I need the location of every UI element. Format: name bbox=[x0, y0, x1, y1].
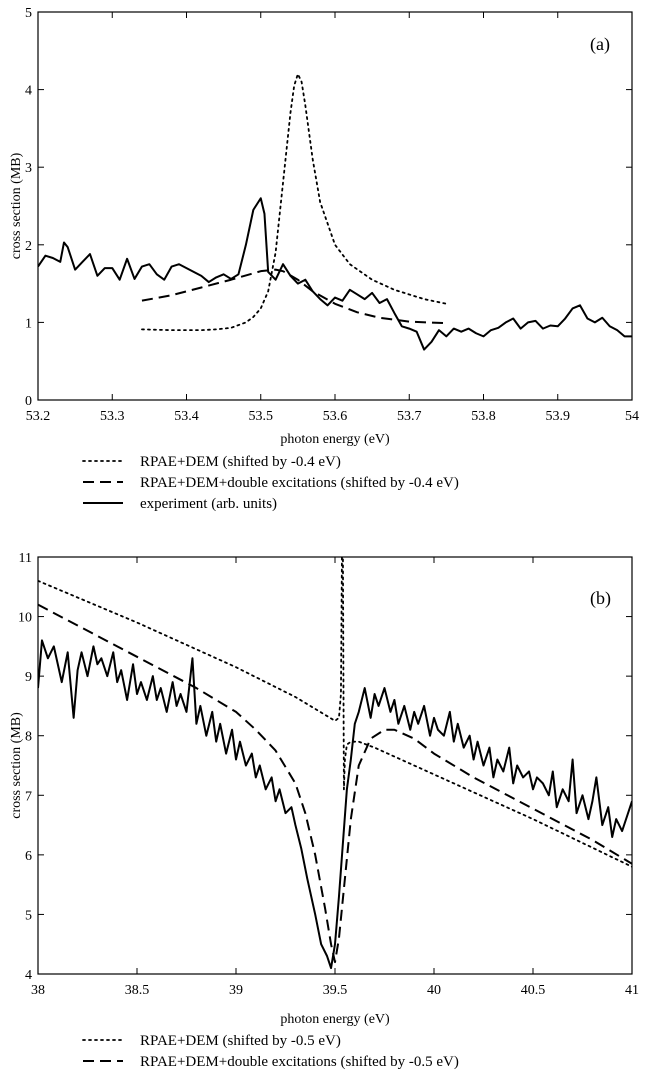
x-tick-label: 53.4 bbox=[174, 409, 199, 424]
series-line-dashed bbox=[38, 603, 632, 964]
x-tick-label: 53.9 bbox=[546, 409, 571, 424]
legend-label: RPAE+DEM+double excitations (shifted by … bbox=[140, 475, 459, 491]
series-line-solid bbox=[38, 197, 632, 351]
legend-label: RPAE+DEM (shifted by -0.4 eV) bbox=[140, 454, 341, 470]
y-tick-label: 0 bbox=[25, 394, 32, 409]
plot-frame bbox=[37, 11, 633, 401]
x-tick-label: 53.5 bbox=[249, 409, 274, 424]
y-tick-label: 9 bbox=[25, 670, 32, 685]
legend-label: RPAE+DEM+double excitations (shifted by … bbox=[140, 1054, 459, 1070]
series-line-solid bbox=[38, 639, 632, 970]
x-tick-label: 53.2 bbox=[26, 409, 51, 424]
y-tick-label: 10 bbox=[18, 611, 32, 626]
y-tick-label: 6 bbox=[25, 849, 32, 864]
x-tick-label: 53.3 bbox=[100, 409, 125, 424]
panel-a: 53.2 53.3 53.4 53.5 53.6 53.7 53.8 53.9 54 0 1 2 3 4 5… bbox=[9, 6, 639, 512]
y-tick-label: 2 bbox=[25, 239, 32, 254]
y-tick-label: 1 bbox=[25, 316, 32, 331]
x-axis-label: photon energy (eV) bbox=[280, 1012, 390, 1027]
plot-frame bbox=[37, 556, 633, 975]
y-tick-label: 8 bbox=[25, 730, 32, 745]
x-tick-label: 40 bbox=[427, 983, 441, 998]
x-tick-label: 39.5 bbox=[323, 983, 348, 998]
legend-label: RPAE+DEM (shifted by -0.5 eV) bbox=[140, 1033, 341, 1049]
series-line-dashed bbox=[141, 268, 447, 325]
x-tick-label: 38 bbox=[31, 983, 45, 998]
y-axis-label: cross section (MB) bbox=[9, 152, 24, 259]
legend-label: experiment (arb. units) bbox=[140, 496, 277, 512]
x-axis-label: photon energy (eV) bbox=[280, 432, 390, 447]
x-tick-label: 38.5 bbox=[125, 983, 150, 998]
x-tick-label: 53.6 bbox=[323, 409, 348, 424]
panel-label: (b) bbox=[590, 588, 611, 609]
series-line-dotted bbox=[38, 557, 632, 868]
panel-b: 38 38.5 39 39.5 40 40.5 41 4 5 6 7 8 9 10 11 photon ene… bbox=[9, 551, 639, 1077]
x-tick-label: 41 bbox=[625, 983, 639, 998]
y-tick-label: 3 bbox=[25, 161, 32, 176]
y-tick-label: 5 bbox=[25, 6, 32, 21]
x-tick-label: 54 bbox=[625, 409, 639, 424]
x-tick-label: 40.5 bbox=[521, 983, 546, 998]
y-tick-label: 4 bbox=[25, 968, 32, 983]
y-tick-label: 4 bbox=[25, 84, 32, 99]
series-line-dotted bbox=[141, 73, 448, 332]
y-tick-label: 5 bbox=[25, 908, 32, 923]
y-tick-label: 11 bbox=[19, 551, 32, 566]
x-tick-label: 39 bbox=[229, 983, 243, 998]
x-tick-label: 53.7 bbox=[397, 409, 422, 424]
panel-label: (a) bbox=[590, 34, 610, 55]
y-axis-label: cross section (MB) bbox=[9, 712, 24, 819]
x-tick-label: 53.8 bbox=[471, 409, 496, 424]
y-tick-label: 7 bbox=[25, 789, 32, 804]
